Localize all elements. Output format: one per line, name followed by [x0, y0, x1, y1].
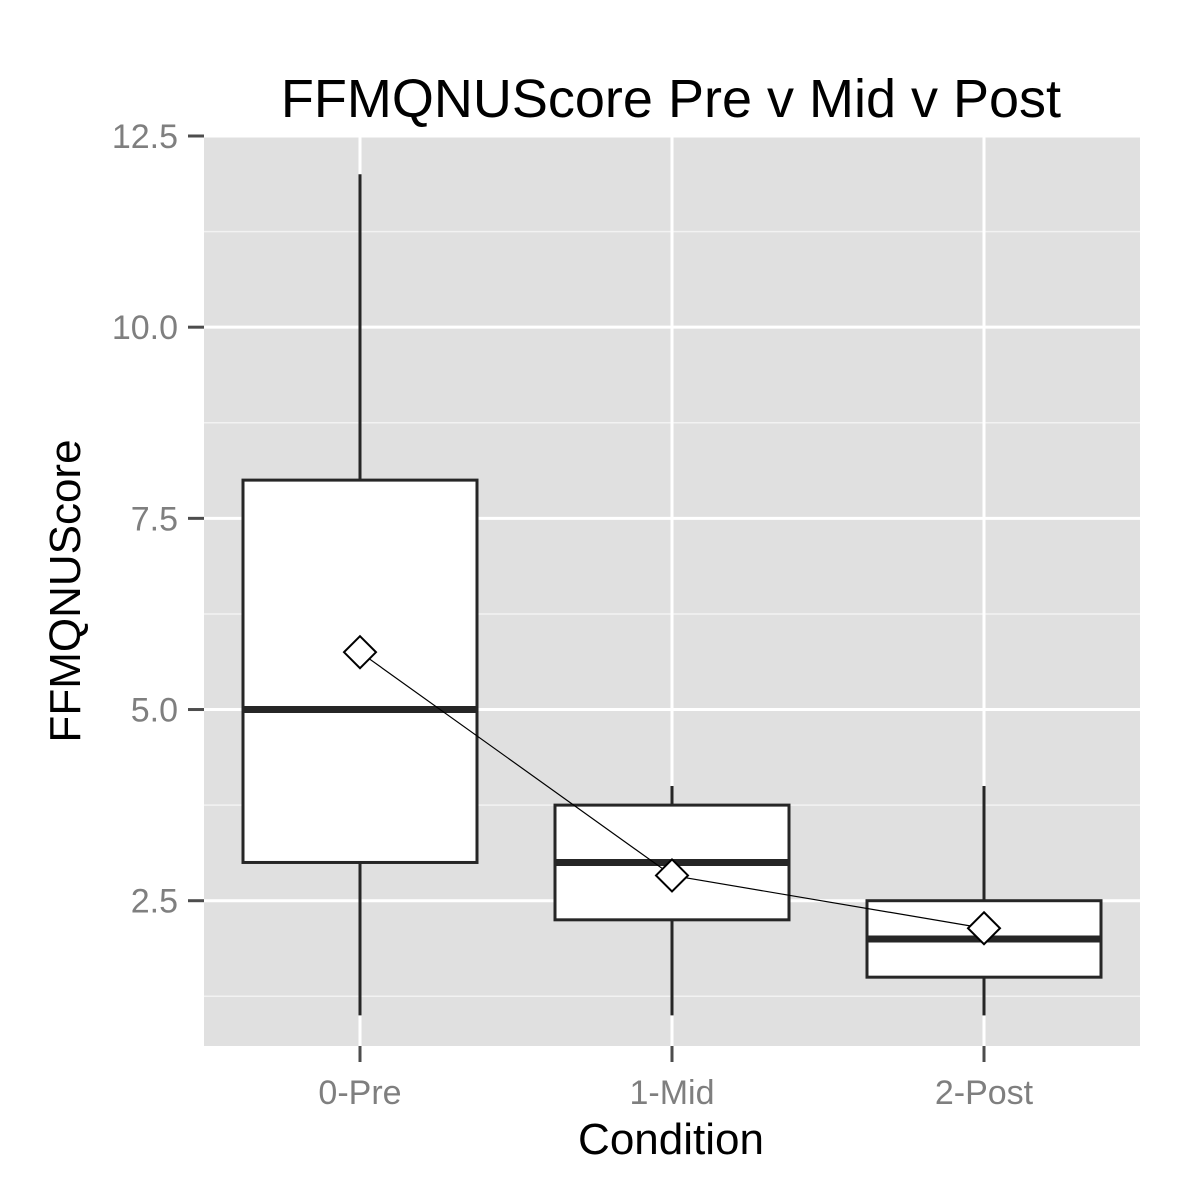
chart-title: FFMQNUScore Pre v Mid v Post: [281, 69, 1061, 129]
x-axis: 0-Pre 1-Mid 2-Post: [318, 1046, 1034, 1112]
x-axis-title: Condition: [578, 1115, 764, 1164]
box-group: [241, 174, 1103, 1016]
y-tick-label: 10.0: [112, 309, 178, 347]
y-tick-label: 2.5: [131, 883, 178, 921]
mean-marker-0-Pre: [342, 634, 378, 670]
x-tick-label: 0-Pre: [318, 1074, 401, 1112]
x-tick-label: 2-Post: [935, 1074, 1034, 1112]
mean-markers: [342, 634, 1002, 946]
y-tick-label: 5.0: [131, 692, 178, 730]
mean-marker-2-Post: [966, 910, 1002, 946]
mean-marker-1-Mid: [654, 858, 690, 893]
box-0-Pre: [241, 174, 479, 1016]
y-tick-label: 12.5: [112, 118, 178, 156]
y-axis-title: FFMQNUScore: [41, 439, 90, 742]
iqr-box: [241, 478, 479, 864]
y-tick-label: 7.5: [131, 500, 178, 538]
y-axis: 2.5 5.0 7.5 10.0 12.5: [112, 118, 204, 921]
x-tick-label: 1-Mid: [629, 1074, 714, 1112]
